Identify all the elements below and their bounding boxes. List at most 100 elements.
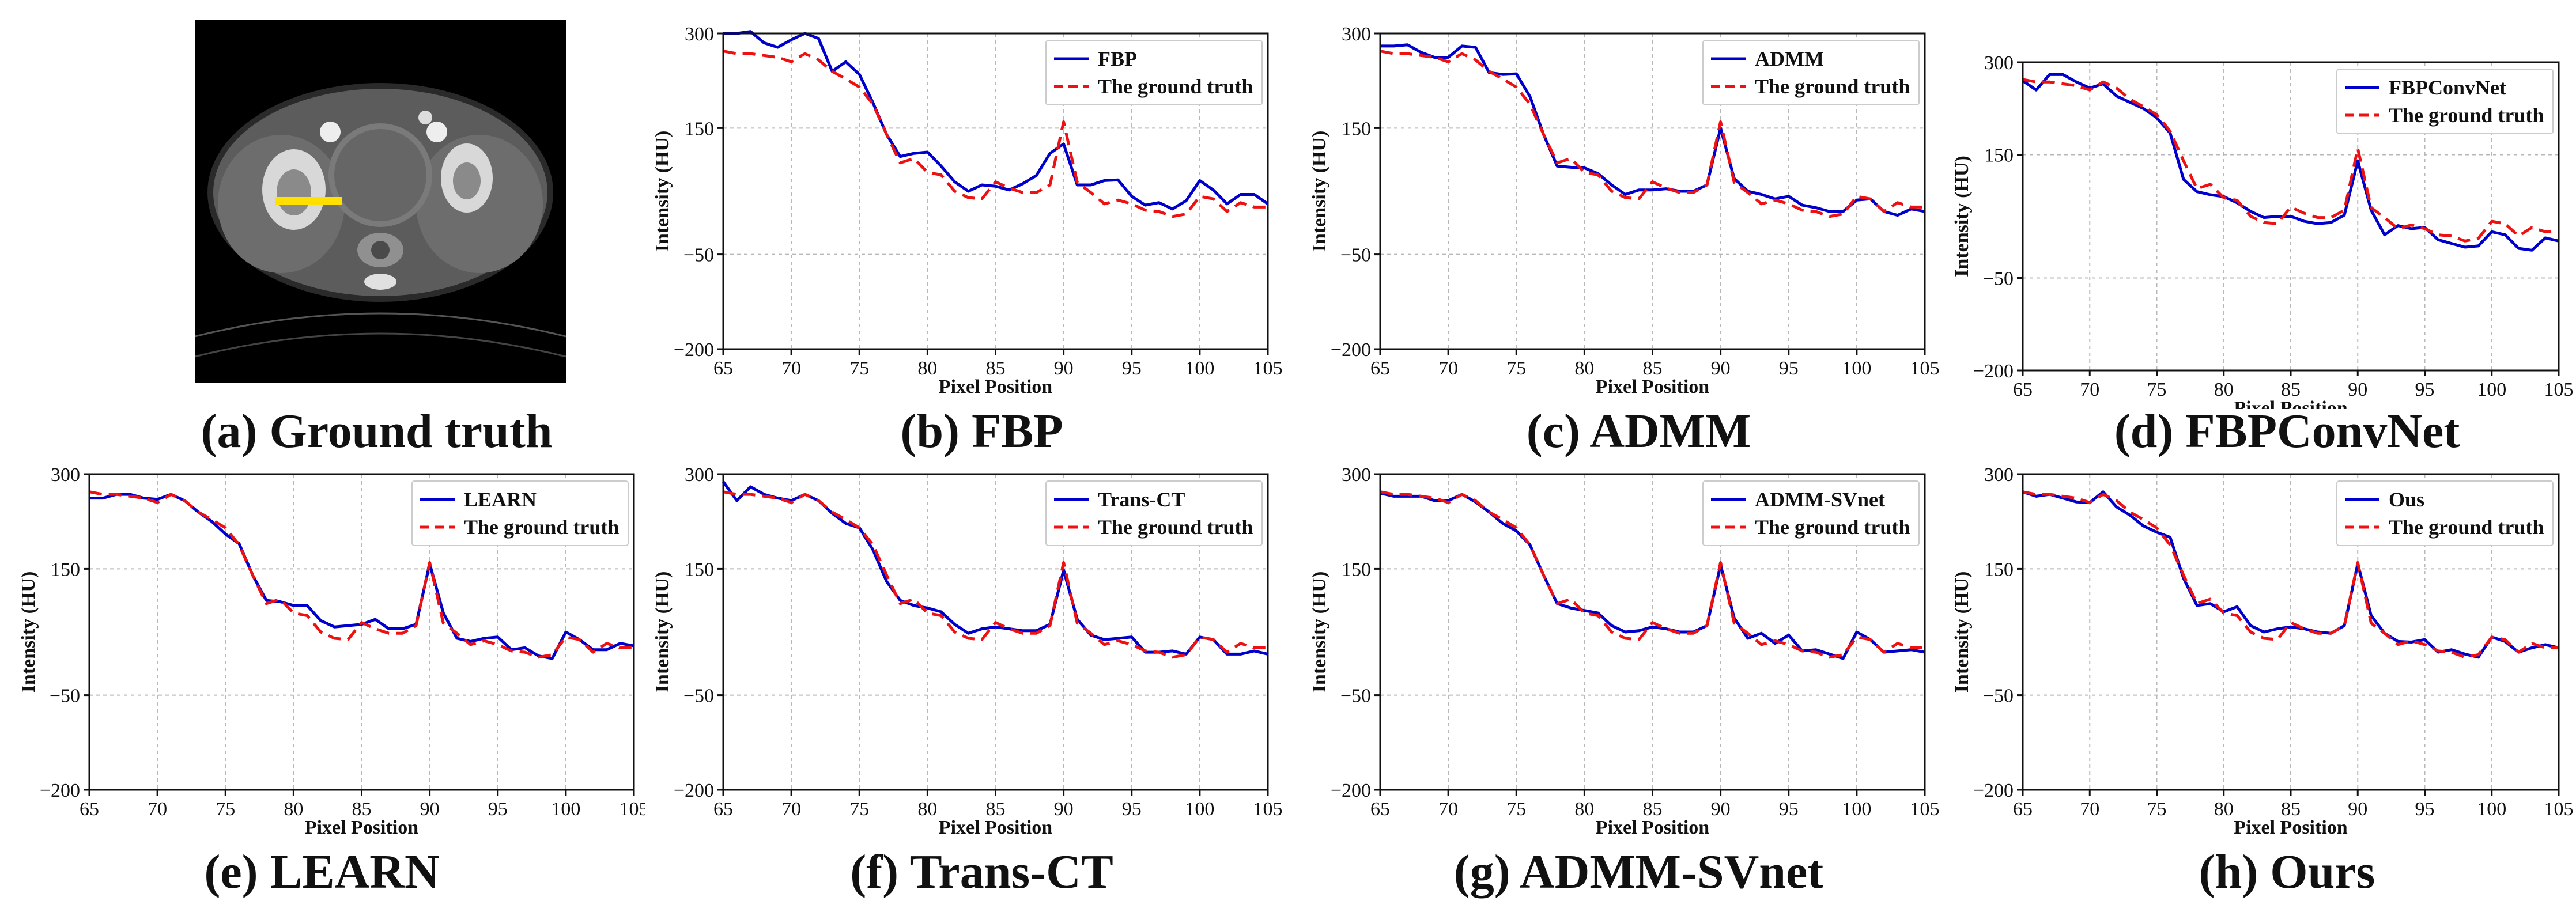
x-tick-label: 70 <box>781 798 801 820</box>
y-axis-label: Intensity (HU) <box>652 571 673 693</box>
method-series-line <box>1380 43 1925 217</box>
x-axis-label: Pixel Position <box>939 817 1052 838</box>
caption-c: (c) ADMM <box>1526 404 1751 458</box>
x-tick-label: 70 <box>148 798 167 820</box>
x-tick-label: 65 <box>2013 798 2033 820</box>
x-tick-label: 85 <box>986 358 1006 379</box>
x-tick-label: 80 <box>917 798 937 820</box>
x-tick-label: 100 <box>1185 358 1214 379</box>
x-tick-label: 80 <box>1574 358 1594 379</box>
caption-h: (h) Ours <box>2199 845 2375 899</box>
legend-entry: The ground truth <box>2389 516 2544 539</box>
x-tick-label: 95 <box>1779 798 1799 820</box>
x-tick-label: 105 <box>1253 798 1283 820</box>
ground-truth-series-line <box>723 490 1268 659</box>
x-axis-label: Pixel Position <box>2234 817 2347 838</box>
x-tick-label: 100 <box>2477 798 2506 820</box>
y-tick-label: 300 <box>1342 464 1371 486</box>
x-tick-label: 105 <box>2544 379 2574 400</box>
x-tick-label: 75 <box>1506 358 1526 379</box>
x-tick-label: 80 <box>2214 379 2234 400</box>
x-tick-label: 90 <box>1711 358 1731 379</box>
ground-truth-series-line <box>1380 490 1925 659</box>
x-tick-label: 95 <box>1779 358 1799 379</box>
x-tick-label: 75 <box>849 798 869 820</box>
y-axis-label: Intensity (HU) <box>1951 156 1973 277</box>
legend-box <box>2336 69 2554 134</box>
y-tick-label: 150 <box>1342 118 1371 139</box>
y-tick-label: −200 <box>1331 780 1371 801</box>
y-tick-label: 300 <box>685 24 714 45</box>
legend-box <box>1045 480 1263 546</box>
y-tick-label: −200 <box>1973 361 2014 382</box>
y-tick-label: −200 <box>40 780 80 801</box>
x-tick-label: 65 <box>713 358 733 379</box>
y-axis-label: Intensity (HU) <box>1951 571 1973 693</box>
ground-truth-series-line <box>2022 78 2559 243</box>
x-tick-label: 85 <box>1643 798 1663 820</box>
x-tick-label: 90 <box>1711 798 1731 820</box>
x-tick-label: 65 <box>713 798 733 820</box>
ground-truth-series-line <box>1380 50 1925 218</box>
x-tick-label: 90 <box>2348 379 2367 400</box>
x-tick-label: 65 <box>80 798 99 820</box>
x-tick-label: 105 <box>1910 798 1940 820</box>
x-tick-label: 85 <box>352 798 372 820</box>
x-tick-label: 65 <box>1370 358 1390 379</box>
x-axis-label: Pixel Position <box>1596 376 1709 398</box>
y-tick-label: 150 <box>1984 559 2014 580</box>
y-tick-label: 150 <box>685 559 714 580</box>
method-series-line <box>723 30 1269 211</box>
x-tick-label: 75 <box>216 798 235 820</box>
x-axis-label: Pixel Position <box>2234 398 2347 409</box>
y-tick-label: −200 <box>1331 339 1371 361</box>
x-tick-label: 70 <box>1438 798 1458 820</box>
y-tick-label: −50 <box>1983 268 2014 290</box>
x-tick-label: 95 <box>2415 379 2435 400</box>
chart-fbpconvnet: 65 70 75 80 85 90 95 100 105 −200 −50 150 300 Pixel P… <box>1951 52 2574 409</box>
x-tick-label: 80 <box>917 358 937 379</box>
y-tick-label: 300 <box>51 464 80 486</box>
x-tick-label: 75 <box>2147 798 2167 820</box>
y-tick-label: 150 <box>1984 145 2014 166</box>
x-tick-label: 90 <box>2348 798 2367 820</box>
legend-box <box>1702 40 1920 105</box>
method-series-line <box>2022 490 2559 659</box>
x-tick-label: 70 <box>1438 358 1458 379</box>
x-tick-label: 80 <box>1574 798 1594 820</box>
x-tick-label: 95 <box>488 798 508 820</box>
y-axis-label: Intensity (HU) <box>1309 571 1330 693</box>
y-tick-label: −50 <box>50 686 80 707</box>
x-tick-label: 65 <box>2013 379 2033 400</box>
y-tick-label: −50 <box>1983 686 2014 707</box>
legend-entry: The ground truth <box>1098 516 1253 539</box>
x-tick-label: 85 <box>986 798 1006 820</box>
method-series-line <box>722 480 1268 656</box>
x-tick-label: 90 <box>1054 358 1074 379</box>
legend-entry: Ous <box>2389 488 2424 511</box>
legend-entry: ADMM-SVnet <box>1755 488 1885 511</box>
x-tick-label: 75 <box>1506 798 1526 820</box>
y-tick-label: 300 <box>1342 24 1371 45</box>
caption-e: (e) LEARN <box>204 845 440 899</box>
chart-fbp: 65 70 75 80 85 90 95 100 105 −200 −50 150 300 Pixel P… <box>652 24 1283 398</box>
chart-learn: 65 70 75 80 85 90 95 100 105 −200 −50 150 300 Pixel P… <box>18 464 646 838</box>
x-tick-label: 95 <box>1122 798 1142 820</box>
y-tick-label: −50 <box>1340 245 1371 266</box>
legend-box <box>411 480 629 546</box>
x-tick-label: 85 <box>1643 358 1663 379</box>
method-series-line <box>2022 73 2559 252</box>
chart-ours: 65 70 75 80 85 90 95 100 105 −200 −50 150 300 Pixel P… <box>1951 464 2574 838</box>
x-axis-label: Pixel Position <box>305 817 418 838</box>
y-axis-label: Intensity (HU) <box>18 571 39 693</box>
chart-admm: 65 70 75 80 85 90 95 100 105 −200 −50 150 300 Pixel P… <box>1309 24 1940 398</box>
legend-entry: The ground truth <box>1755 516 1910 539</box>
y-axis-label: Intensity (HU) <box>1309 131 1330 252</box>
y-tick-label: −200 <box>674 780 714 801</box>
x-tick-label: 105 <box>1253 358 1283 379</box>
chart-admm-svnet: 65 70 75 80 85 90 95 100 105 −200 −50 150 300 Pixel P… <box>1309 464 1940 838</box>
y-tick-label: 150 <box>1342 559 1371 580</box>
x-tick-label: 100 <box>1842 798 1871 820</box>
x-tick-label: 105 <box>620 798 646 820</box>
x-tick-label: 70 <box>781 358 801 379</box>
